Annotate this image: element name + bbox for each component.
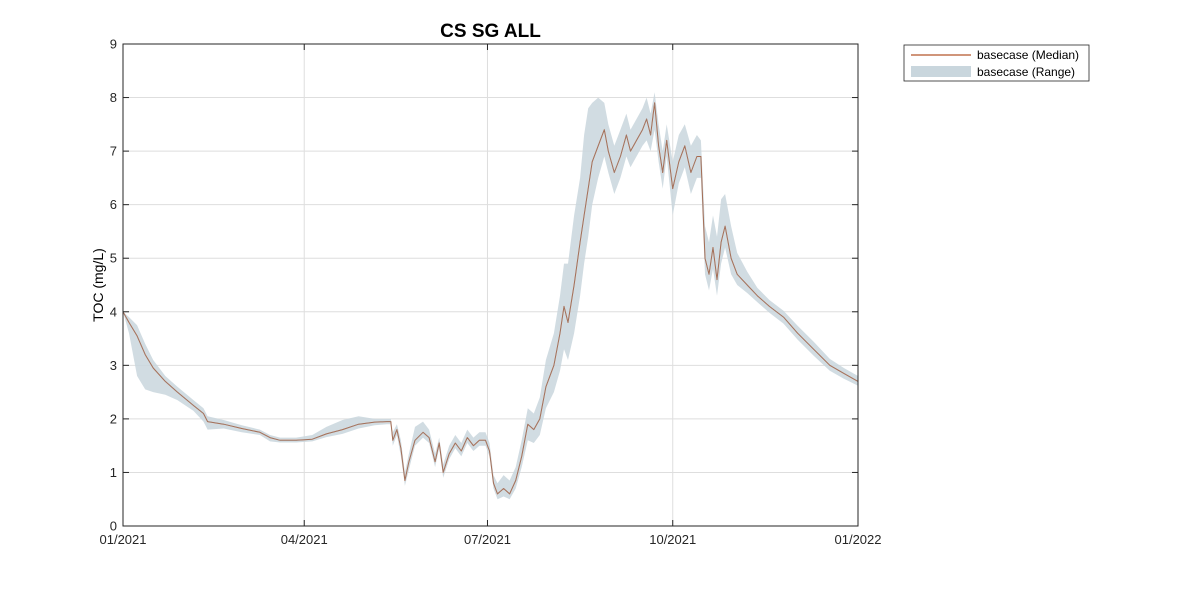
legend-range-label: basecase (Range) bbox=[977, 65, 1075, 79]
x-tick-label: 01/2021 bbox=[100, 532, 147, 547]
chart-title: CS SG ALL bbox=[440, 21, 541, 42]
y-tick-label: 2 bbox=[110, 411, 117, 426]
y-tick-labels: 0 1 2 3 4 5 6 7 8 9 bbox=[110, 37, 117, 534]
axes-background bbox=[123, 44, 858, 526]
tick-marks bbox=[122, 43, 859, 527]
y-tick-label: 5 bbox=[110, 251, 117, 266]
y-tick-label: 6 bbox=[110, 197, 117, 212]
legend-range-swatch bbox=[911, 66, 971, 77]
x-tick-label: 01/2022 bbox=[835, 532, 882, 547]
axes-box bbox=[122, 43, 859, 527]
y-tick-label: 8 bbox=[110, 90, 117, 105]
median-line-layer bbox=[122, 102, 859, 495]
range-band bbox=[123, 92, 858, 500]
y-axis-label: TOC (mg/L) bbox=[90, 248, 106, 322]
x-tick-labels: 01/2021 04/2021 07/2021 10/2021 01/2022 bbox=[100, 532, 882, 547]
x-tick-label: 07/2021 bbox=[464, 532, 511, 547]
range-band-layer bbox=[123, 92, 858, 500]
y-tick-label: 3 bbox=[110, 358, 117, 373]
legend-median-label: basecase (Median) bbox=[977, 48, 1079, 62]
y-tick-label: 4 bbox=[110, 304, 117, 319]
plot-area bbox=[122, 43, 859, 527]
x-tick-label: 10/2021 bbox=[649, 532, 696, 547]
median-line-overlay bbox=[122, 102, 859, 495]
y-tick-label: 1 bbox=[110, 465, 117, 480]
legend: basecase (Median) basecase (Range) bbox=[903, 44, 1090, 82]
y-tick-label: 0 bbox=[110, 519, 117, 534]
grid-lines bbox=[123, 44, 858, 526]
y-tick-label: 7 bbox=[110, 144, 117, 159]
y-tick-label: 9 bbox=[110, 37, 117, 52]
x-tick-label: 04/2021 bbox=[281, 532, 328, 547]
